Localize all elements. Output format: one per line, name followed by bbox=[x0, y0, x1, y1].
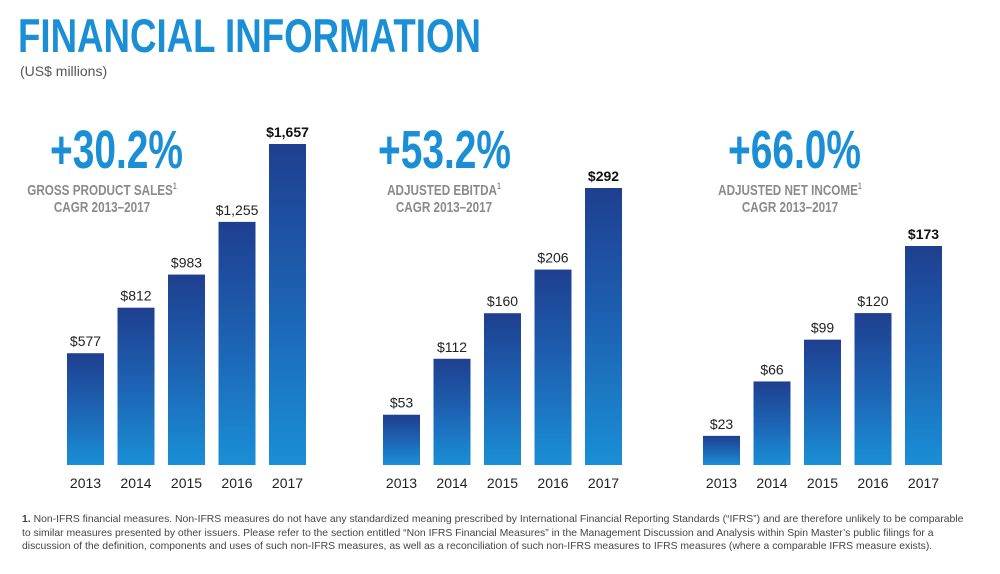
footnote-number: 1. bbox=[22, 514, 31, 525]
cagr-value: +66.0% bbox=[728, 120, 861, 180]
x-tick-label-2017: 2017 bbox=[908, 475, 939, 491]
cagr-headline: +30.2% bbox=[50, 122, 183, 178]
bar-2016 bbox=[854, 313, 892, 465]
cagr-headline: +53.2% bbox=[378, 122, 511, 178]
bar-2017 bbox=[905, 246, 942, 465]
bar-2016 bbox=[534, 269, 572, 465]
x-tick-label-2016: 2016 bbox=[857, 475, 888, 491]
metric-period: CAGR 2013–2017 bbox=[53, 199, 151, 216]
data-label-2016: $206 bbox=[537, 250, 568, 266]
x-tick-label-2014: 2014 bbox=[436, 475, 467, 491]
data-label-2014: $66 bbox=[760, 361, 784, 377]
bar-chart-adjusted-net-income: $23 2013 $66 2014 $99 2015 $120 2016 $173 2017 bbox=[703, 226, 942, 491]
chart-panel-gross-product-sales: +30.2% GROSS PRODUCT SALES1 CAGR 2013–20… bbox=[0, 0, 309, 500]
bar-2014 bbox=[117, 307, 155, 465]
data-label-2017: $292 bbox=[588, 168, 619, 184]
metric-title: ADJUSTED EBITDA1 CAGR 2013–2017 bbox=[366, 178, 522, 216]
x-tick-label-2015: 2015 bbox=[171, 475, 202, 491]
footnote-ref: 1 bbox=[172, 181, 177, 191]
data-label-2015: $983 bbox=[171, 255, 202, 271]
bar-2014 bbox=[753, 381, 791, 465]
x-tick-label-2013: 2013 bbox=[386, 475, 417, 491]
x-tick-label-2016: 2016 bbox=[537, 475, 568, 491]
data-label-2013: $53 bbox=[390, 395, 414, 411]
units-subtitle: (US$ millions) bbox=[20, 63, 108, 79]
x-tick-label-2013: 2013 bbox=[70, 475, 101, 491]
bar-2013 bbox=[383, 414, 420, 465]
bar-2013 bbox=[703, 435, 740, 465]
x-tick-label-2015: 2015 bbox=[487, 475, 518, 491]
bar-2013 bbox=[67, 353, 104, 465]
bar-2015 bbox=[168, 274, 205, 465]
x-tick-label-2017: 2017 bbox=[272, 475, 303, 491]
cagr-headline: +66.0% bbox=[728, 122, 861, 178]
x-tick-label-2015: 2015 bbox=[807, 475, 838, 491]
footnote-ref: 1 bbox=[857, 181, 862, 191]
bar-2016 bbox=[218, 221, 256, 465]
x-tick-label-2014: 2014 bbox=[120, 475, 151, 491]
bar-2017 bbox=[585, 188, 622, 465]
footnote-ref: 1 bbox=[496, 181, 501, 191]
metric-title: GROSS PRODUCT SALES1 CAGR 2013–2017 bbox=[24, 178, 180, 216]
data-label-2017: $1,657 bbox=[266, 124, 309, 140]
chart-panel-adjusted-ebitda: +53.2% ADJUSTED EBITDA1 CAGR 2013–2017 $… bbox=[0, 0, 622, 500]
data-label-2015: $99 bbox=[811, 320, 835, 336]
x-tick-label-2016: 2016 bbox=[221, 475, 252, 491]
bar-2014 bbox=[433, 358, 471, 465]
data-label-2016: $1,255 bbox=[216, 202, 259, 218]
x-tick-label-2017: 2017 bbox=[588, 475, 619, 491]
chart-panel-adjusted-net-income: +66.0% ADJUSTED NET INCOME1 CAGR 2013–20… bbox=[0, 0, 942, 500]
metric-name: ADJUSTED NET INCOME bbox=[718, 182, 858, 199]
metric-period: CAGR 2013–2017 bbox=[395, 199, 493, 216]
x-tick-label-2014: 2014 bbox=[756, 475, 787, 491]
metric-name: GROSS PRODUCT SALES bbox=[27, 182, 173, 199]
metric-period: CAGR 2013–2017 bbox=[741, 199, 839, 216]
footnote-text: Non-IFRS financial measures. Non-IFRS me… bbox=[22, 514, 964, 552]
metric-name: ADJUSTED EBITDA bbox=[387, 182, 497, 199]
data-label-2016: $120 bbox=[857, 293, 888, 309]
data-label-2013: $577 bbox=[70, 333, 101, 349]
bar-2015 bbox=[804, 339, 841, 465]
x-tick-label-2013: 2013 bbox=[706, 475, 737, 491]
page-title: FINANCIAL INFORMATION bbox=[18, 9, 481, 62]
cagr-value: +30.2% bbox=[50, 120, 183, 180]
data-label-2015: $160 bbox=[487, 293, 518, 309]
bar-chart-gross-product-sales: $577 2013 $812 2014 $983 2015 $1,255 2016 $1,657… bbox=[67, 124, 309, 491]
data-label-2014: $812 bbox=[120, 288, 151, 304]
data-label-2013: $23 bbox=[710, 416, 734, 432]
cagr-value: +53.2% bbox=[378, 120, 511, 180]
bar-2017 bbox=[269, 144, 306, 465]
metric-title: ADJUSTED NET INCOME1 CAGR 2013–2017 bbox=[712, 178, 868, 216]
data-label-2017: $173 bbox=[908, 226, 939, 242]
bar-2015 bbox=[484, 313, 521, 465]
data-label-2014: $112 bbox=[437, 339, 467, 355]
bar-chart-adjusted-ebitda: $53 2013 $112 2014 $160 2015 $206 2016 $292 2017 bbox=[383, 168, 622, 491]
footnote: 1. Non-IFRS financial measures. Non-IFRS… bbox=[22, 513, 972, 554]
